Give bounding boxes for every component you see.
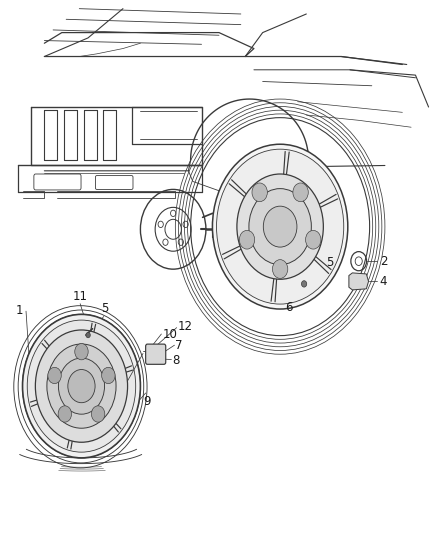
Text: 2: 2 — [380, 255, 387, 268]
FancyBboxPatch shape — [146, 344, 166, 365]
Circle shape — [216, 149, 344, 304]
Text: 1: 1 — [16, 304, 23, 317]
Circle shape — [249, 189, 311, 265]
Circle shape — [293, 183, 308, 201]
Text: 7: 7 — [175, 338, 183, 352]
Circle shape — [22, 314, 141, 458]
Circle shape — [47, 344, 116, 428]
Text: 8: 8 — [172, 354, 180, 367]
Text: 5: 5 — [101, 302, 108, 316]
Circle shape — [263, 206, 297, 247]
Text: 9: 9 — [143, 395, 151, 408]
Circle shape — [48, 367, 61, 384]
Circle shape — [27, 320, 136, 452]
Circle shape — [272, 260, 288, 278]
Circle shape — [102, 367, 115, 384]
Circle shape — [252, 183, 267, 201]
Polygon shape — [349, 273, 368, 290]
Text: 6: 6 — [285, 302, 293, 314]
Circle shape — [237, 174, 323, 279]
Circle shape — [306, 230, 321, 249]
Text: 4: 4 — [380, 275, 387, 288]
Circle shape — [239, 230, 254, 249]
Text: 11: 11 — [73, 289, 88, 303]
Circle shape — [212, 144, 348, 309]
Circle shape — [68, 369, 95, 403]
Circle shape — [35, 330, 127, 442]
Circle shape — [301, 281, 307, 287]
Text: 10: 10 — [162, 327, 177, 341]
Text: 12: 12 — [177, 320, 193, 333]
Circle shape — [86, 333, 90, 338]
Circle shape — [92, 406, 105, 422]
Circle shape — [75, 343, 88, 360]
Circle shape — [58, 406, 71, 422]
Text: 5: 5 — [326, 256, 333, 269]
Circle shape — [58, 358, 105, 414]
